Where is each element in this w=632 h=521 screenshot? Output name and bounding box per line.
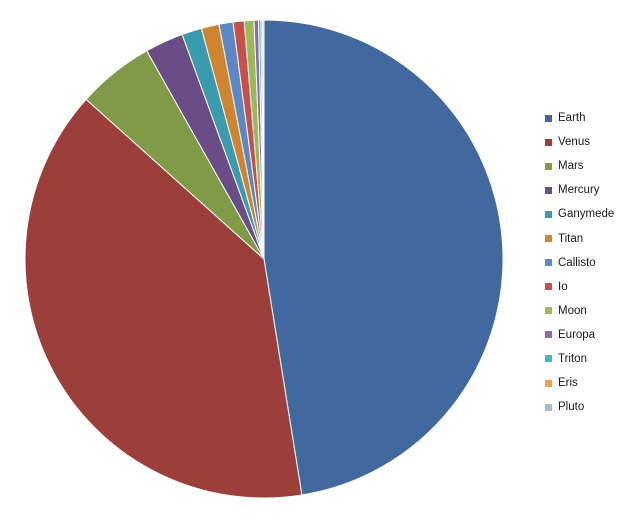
legend-swatch — [545, 331, 552, 339]
legend-label: Mars — [558, 160, 584, 173]
legend-item-mercury: Mercury — [545, 178, 614, 202]
legend-item-europa: Europa — [545, 323, 614, 347]
legend-item-eris: Eris — [545, 371, 614, 395]
legend-label: Earth — [558, 112, 586, 125]
legend-label: Moon — [558, 304, 587, 317]
legend-swatch — [545, 259, 552, 267]
legend-label: Ganymede — [558, 208, 615, 221]
legend: Earth Venus Mars Mercury Ganymede Titan Callis… — [545, 106, 614, 419]
pie-slice-earth — [263, 19, 504, 496]
legend-item-mars: Mars — [545, 154, 614, 178]
legend-swatch — [545, 283, 552, 291]
pie-slices — [24, 19, 504, 499]
pie-slice-pluto — [262, 19, 265, 260]
legend-item-earth: Earth — [545, 106, 614, 130]
legend-item-titan: Titan — [545, 226, 614, 250]
legend-label: Europa — [558, 328, 596, 341]
legend-label: Titan — [558, 232, 584, 245]
legend-swatch — [545, 210, 552, 218]
legend-label: Callisto — [558, 256, 596, 269]
legend-label: Mercury — [558, 184, 600, 197]
legend-swatch — [545, 355, 552, 363]
pie-slice-venus — [24, 98, 303, 499]
legend-swatch — [545, 138, 552, 146]
legend-label: Venus — [558, 136, 590, 149]
legend-label: Io — [558, 280, 568, 293]
legend-item-moon: Moon — [545, 299, 614, 323]
legend-swatch — [545, 114, 552, 122]
legend-item-ganymede: Ganymede — [545, 202, 614, 226]
legend-swatch — [545, 235, 552, 243]
legend-item-triton: Triton — [545, 347, 614, 371]
legend-swatch — [545, 307, 552, 315]
legend-swatch — [545, 403, 552, 411]
legend-swatch — [545, 379, 552, 387]
legend-swatch — [545, 162, 552, 170]
legend-item-io: Io — [545, 275, 614, 299]
legend-swatch — [545, 186, 552, 194]
legend-item-venus: Venus — [545, 130, 614, 154]
legend-item-pluto: Pluto — [545, 395, 614, 419]
legend-label: Eris — [558, 377, 578, 390]
legend-label: Pluto — [558, 401, 585, 414]
legend-label: Triton — [558, 352, 587, 365]
legend-item-callisto: Callisto — [545, 251, 614, 275]
